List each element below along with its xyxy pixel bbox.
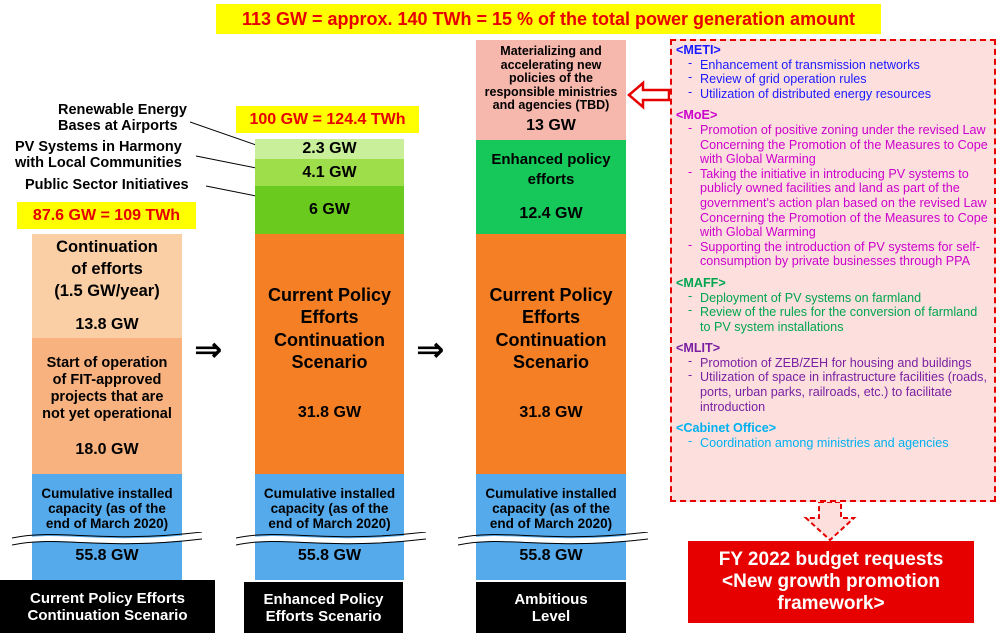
col2-caption: Enhanced Policy Efforts Scenario: [244, 582, 403, 633]
col1-seg-continuation: Continuation of efforts (1.5 GW/year) 13…: [32, 234, 182, 338]
mlit-title: <MLIT>: [676, 341, 721, 356]
meti-title: <METI>: [676, 43, 721, 57]
col1-total-label: 87.6 GW = 109 TWh: [17, 202, 196, 229]
list-item: Supporting the introduction of PV system…: [676, 238, 990, 269]
panel-to-col3-arrow-icon: [627, 80, 671, 110]
col1-seg-fit-projects: Start of operation of FIT-approved proje…: [32, 338, 182, 474]
col1-caption: Current Policy Efforts Continuation Scen…: [0, 580, 215, 633]
list-item: Review of grid operation rules: [676, 70, 990, 87]
list-item: Deployment of PV systems on farmland: [676, 289, 990, 306]
list-item: Taking the initiative in introducing PV …: [676, 165, 990, 240]
cabinet-list: Coordination among ministries and agenci…: [676, 434, 990, 451]
list-item: Promotion of ZEB/ZEH for housing and bui…: [676, 354, 990, 371]
mlit-list: Promotion of ZEB/ZEH for housing and bui…: [676, 354, 990, 414]
col2-seg-communities: 4.1 GW: [255, 159, 404, 186]
label-communities: PV Systems in Harmony with Local Communi…: [15, 139, 182, 171]
col3-seg-current-policy: Current Policy Efforts Continuation Scen…: [476, 234, 626, 474]
col2-seg-public: 6 GW: [255, 186, 404, 234]
headline-banner: 113 GW = approx. 140 TWh = 15 % of the t…: [216, 4, 881, 34]
panel-to-budget-arrow-icon: [803, 502, 857, 542]
col2-seg-cumulative: Cumulative installed capacity (as of the…: [255, 474, 404, 580]
col1-seg-cumulative: Cumulative installed capacity (as of the…: [32, 474, 182, 580]
arrow-col2-to-col3: ⇒: [416, 331, 445, 369]
list-item: Promotion of positive zoning under the r…: [676, 121, 990, 167]
col3-seg-enhanced: Enhanced policy efforts 12.4 GW: [476, 140, 626, 234]
col3-axis-break: [458, 532, 648, 546]
col1-axis-break: [12, 532, 202, 546]
col2-seg-current-policy: Current Policy Efforts Continuation Scen…: [255, 234, 404, 474]
list-item: Enhancement of transmission networks: [676, 56, 990, 73]
list-item: Coordination among ministries and agenci…: [676, 434, 990, 451]
budget-request-box: FY 2022 budget requests <New growth prom…: [688, 541, 974, 623]
col3-caption: Ambitious Level: [476, 582, 626, 633]
cabinet-title: <Cabinet Office>: [676, 421, 777, 436]
moe-title: <MoE>: [676, 108, 718, 123]
moe-list: Promotion of positive zoning under the r…: [676, 121, 990, 269]
meti-list: Enhancement of transmission networks Rev…: [676, 56, 990, 102]
col2-seg-airports: 2.3 GW: [255, 139, 404, 159]
label-public-sector: Public Sector Initiatives: [25, 177, 189, 193]
col3-seg-cumulative: Cumulative installed capacity (as of the…: [476, 474, 626, 580]
label-airports: Renewable Energy Bases at Airports: [58, 102, 187, 134]
list-item: Review of the rules for the conversion o…: [676, 303, 990, 334]
col3-seg-new-policies: Materializing and accelerating new polic…: [476, 40, 626, 140]
label-pointer-lines: [190, 121, 257, 197]
col2-total-label: 100 GW = 124.4 TWh: [236, 106, 419, 133]
maff-list: Deployment of PV systems on farmland Rev…: [676, 289, 990, 335]
arrow-col1-to-col2: ⇒: [194, 331, 223, 369]
ministry-panel: <METI> Enhancement of transmission netwo…: [670, 39, 996, 502]
col2-axis-break: [236, 532, 426, 546]
list-item: Utilization of space in infrastructure f…: [676, 368, 990, 414]
maff-title: <MAFF>: [676, 275, 726, 290]
list-item: Utilization of distributed energy resour…: [676, 85, 990, 102]
